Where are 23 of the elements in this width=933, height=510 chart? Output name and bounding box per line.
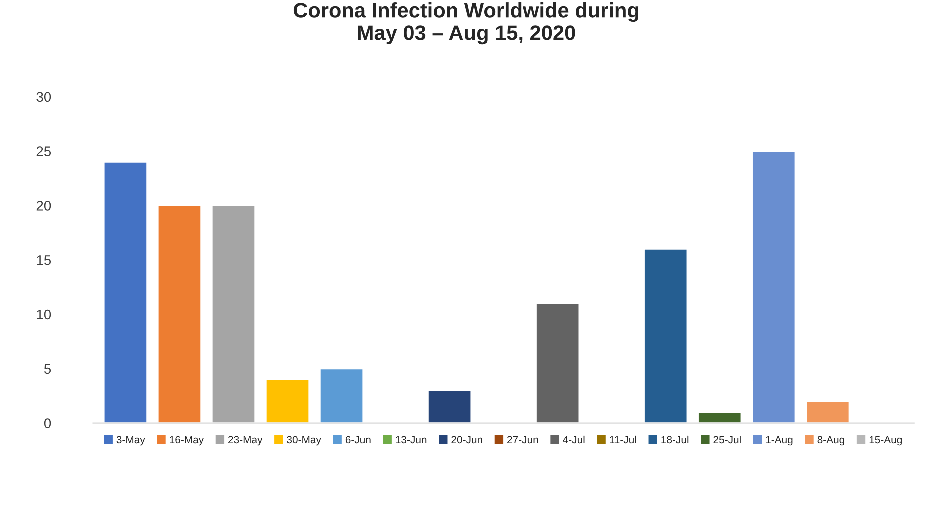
legend-label: 30-May: [287, 436, 322, 446]
legend-label: 13-Jun: [396, 436, 427, 444]
y-tick-label: 0: [44, 418, 52, 428]
chart-title: Corona Infection Worldwide during May 03 – Aug 15, 2020: [294, 2, 639, 45]
legend-label: 16-May: [170, 436, 204, 446]
y-tick-label: 5: [44, 364, 52, 374]
legend-label: 11-Jul: [610, 436, 636, 444]
legend-label: 27-Jun: [508, 436, 538, 444]
legend-label: 15-Aug: [870, 436, 902, 446]
legend-label: 18-Jul: [662, 436, 689, 444]
y-tick-label: 20: [36, 201, 52, 211]
legend-label: 25-Jul: [714, 436, 741, 444]
y-tick-label: 15: [37, 256, 52, 266]
legend-label: 20-Jun: [452, 436, 482, 444]
y-tick-label: 10: [37, 310, 52, 320]
legend-label: 3-May: [116, 436, 146, 446]
legend-label: 1-Aug: [766, 436, 793, 446]
legend-label: 23-May: [228, 436, 263, 446]
legend-label: 6-Jun: [346, 436, 371, 444]
y-tick-label: 25: [36, 146, 52, 156]
legend-label: 4-Jul: [563, 436, 585, 444]
legend-label: 8-Aug: [818, 436, 844, 446]
y-tick-label: 30: [36, 92, 52, 102]
